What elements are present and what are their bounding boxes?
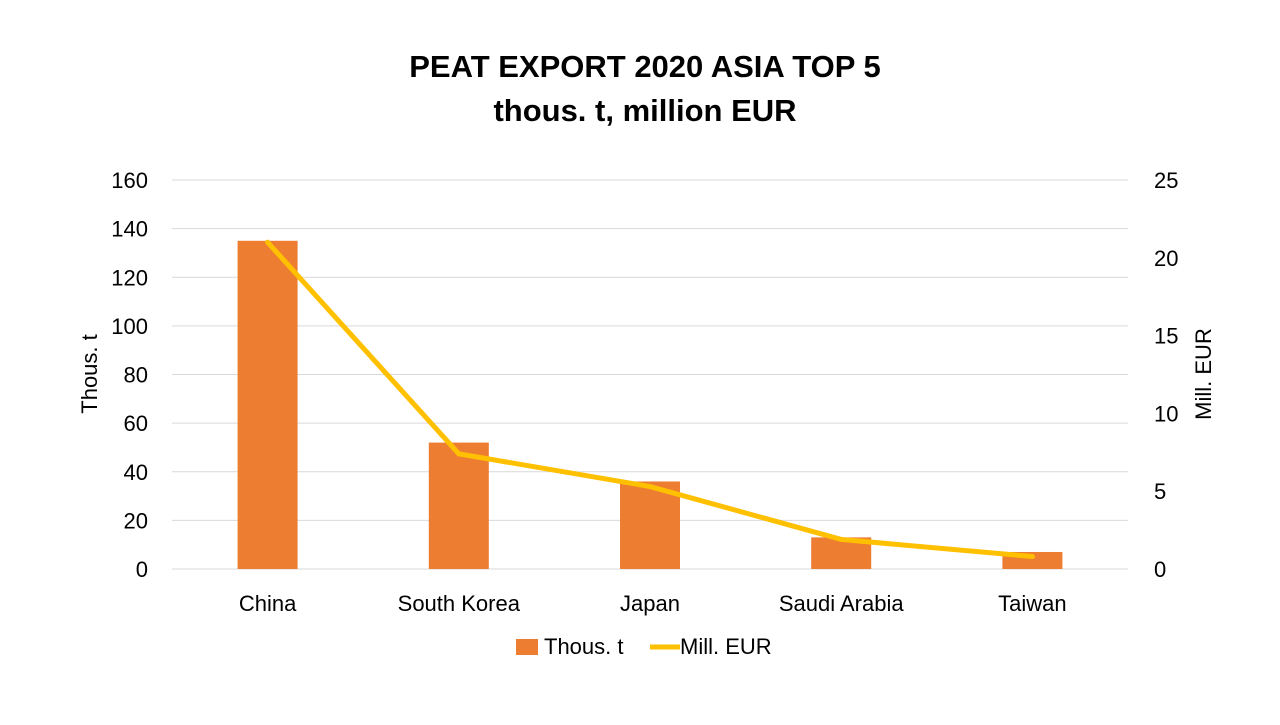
right-tick-label: 20 <box>1154 246 1178 271</box>
chart-title: PEAT EXPORT 2020 ASIA TOP 5 <box>409 49 880 84</box>
category-label: Japan <box>620 591 680 616</box>
left-tick-label: 0 <box>136 557 148 582</box>
line-point <box>265 239 271 245</box>
left-tick-label: 160 <box>111 168 148 193</box>
category-labels: China South Korea Japan Saudi Arabia Taiwan <box>239 591 1067 616</box>
gridlines <box>172 179 1128 570</box>
right-tick-label: 5 <box>1154 479 1166 504</box>
left-tick-label: 120 <box>111 265 148 290</box>
chart-subtitle: thous. t, million EUR <box>493 93 796 128</box>
line-point <box>456 451 462 457</box>
left-tick-label: 20 <box>124 508 148 533</box>
legend-label-line: Mill. EUR <box>680 634 772 659</box>
category-label: South Korea <box>398 591 521 616</box>
left-axis-title: Thous. t <box>77 334 102 413</box>
legend-label-bars: Thous. t <box>544 634 623 659</box>
bar <box>237 240 298 569</box>
line-point <box>1029 554 1035 560</box>
legend: Thous. t Mill. EUR <box>516 634 772 659</box>
line-point <box>838 536 844 542</box>
left-tick-label: 100 <box>111 314 148 339</box>
right-tick-label: 15 <box>1154 324 1178 349</box>
line-series <box>265 239 1035 560</box>
left-axis-ticks: 0 20 40 60 80 100 120 140 160 <box>111 168 148 582</box>
bar <box>428 442 489 569</box>
bar-series <box>237 240 1063 569</box>
right-tick-label: 25 <box>1154 168 1178 193</box>
right-axis-title: Mill. EUR <box>1191 328 1216 420</box>
left-tick-label: 140 <box>111 217 148 242</box>
right-axis-ticks: 0 5 10 15 20 25 <box>1154 168 1178 582</box>
left-tick-label: 80 <box>124 363 148 388</box>
right-tick-label: 0 <box>1154 557 1166 582</box>
category-label: China <box>239 591 297 616</box>
category-label: Taiwan <box>998 591 1066 616</box>
left-tick-label: 60 <box>124 411 148 436</box>
category-label: Saudi Arabia <box>779 591 905 616</box>
right-tick-label: 10 <box>1154 401 1178 426</box>
left-tick-label: 40 <box>124 460 148 485</box>
line-point <box>647 484 653 490</box>
legend-swatch-bars <box>516 639 538 655</box>
bar <box>620 481 680 569</box>
